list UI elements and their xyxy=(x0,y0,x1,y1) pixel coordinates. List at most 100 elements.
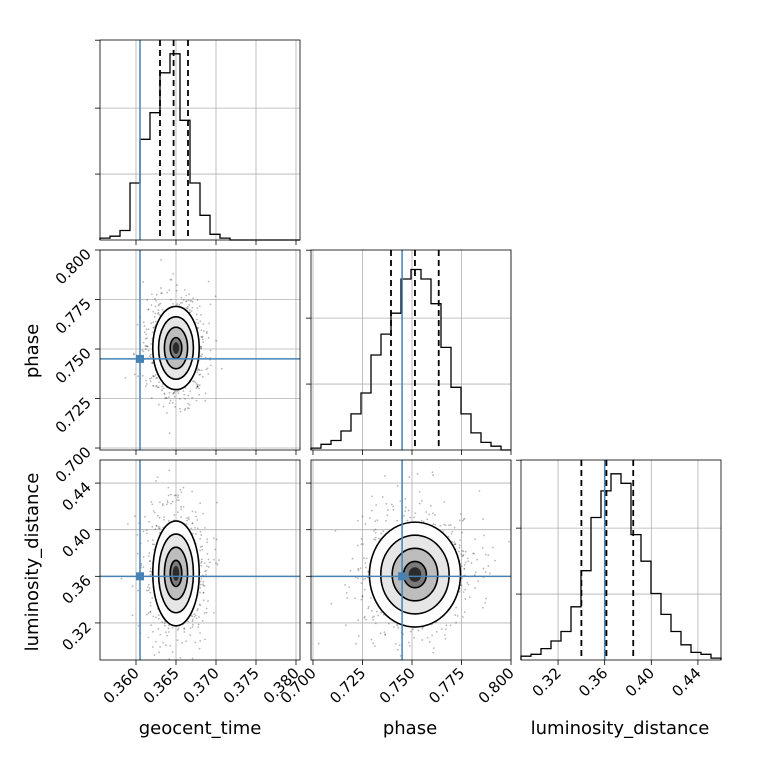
sample-point xyxy=(179,302,182,304)
sample-point xyxy=(148,560,151,562)
contour-line xyxy=(152,305,201,391)
sample-point xyxy=(157,525,160,528)
sample-point xyxy=(413,636,415,639)
sample-point xyxy=(170,278,173,281)
sample-point xyxy=(403,514,405,517)
sample-point xyxy=(140,562,143,565)
sample-point xyxy=(377,614,380,617)
sample-point xyxy=(467,583,470,586)
sample-point xyxy=(147,612,150,614)
sample-point xyxy=(142,321,145,324)
sample-point xyxy=(199,546,202,548)
sample-point xyxy=(182,486,185,489)
sample-point xyxy=(199,604,202,607)
sample-point xyxy=(152,331,154,334)
sample-point xyxy=(397,627,400,629)
sample-point xyxy=(148,587,151,590)
sample-point xyxy=(214,548,217,551)
sample-point xyxy=(363,616,366,619)
sample-point xyxy=(156,476,159,479)
sample-point xyxy=(396,519,399,522)
sample-point xyxy=(421,627,424,630)
sample-point xyxy=(196,307,199,309)
sample-point xyxy=(165,396,168,399)
sample-point xyxy=(216,563,219,566)
panel-frame xyxy=(99,249,301,451)
sample-point xyxy=(435,630,438,633)
sample-point xyxy=(199,640,202,642)
sample-point xyxy=(159,646,162,648)
x-tick-label: 0.750 xyxy=(376,664,419,707)
sample-point xyxy=(458,546,461,549)
sample-point xyxy=(204,638,206,641)
sample-point xyxy=(472,552,474,555)
sample-point xyxy=(196,385,199,388)
sample-point xyxy=(206,541,209,544)
sample-point xyxy=(181,641,184,644)
sample-point xyxy=(464,598,467,600)
sample-point xyxy=(199,502,202,505)
sample-point xyxy=(196,386,199,388)
sample-point xyxy=(197,322,200,325)
sample-point xyxy=(199,345,202,348)
sample-point xyxy=(457,550,460,553)
y-tick-label: 0.800 xyxy=(52,245,95,288)
sample-point xyxy=(154,528,157,531)
sample-point xyxy=(177,494,179,496)
sample-point xyxy=(196,609,199,612)
sample-point xyxy=(155,299,157,302)
sample-point xyxy=(432,474,434,476)
sample-point xyxy=(199,346,202,349)
sample-point xyxy=(158,403,160,406)
sample-point xyxy=(434,523,437,526)
sample-point xyxy=(444,524,447,527)
sample-point xyxy=(187,516,190,519)
sample-point xyxy=(155,524,158,527)
sample-point xyxy=(190,527,192,530)
sample-point xyxy=(142,350,145,353)
sample-point xyxy=(407,641,410,644)
sample-point xyxy=(366,576,369,579)
sample-point xyxy=(379,632,382,635)
sample-point xyxy=(482,518,484,520)
x-tick-label: 0.44 xyxy=(668,664,704,700)
sample-point xyxy=(149,604,152,607)
sample-point xyxy=(432,651,435,654)
sample-point xyxy=(199,373,202,376)
sample-point xyxy=(199,632,201,634)
sample-point xyxy=(374,622,377,625)
sample-point xyxy=(165,397,168,400)
sample-point xyxy=(202,341,205,344)
sample-point xyxy=(169,661,171,663)
sample-point xyxy=(172,393,174,395)
sample-point xyxy=(200,561,203,564)
sample-point xyxy=(370,509,373,512)
sample-point xyxy=(190,299,193,302)
sample-point xyxy=(179,407,181,410)
sample-point xyxy=(198,384,201,387)
sample-point xyxy=(213,558,215,561)
y-tick-label: 0.700 xyxy=(52,443,95,486)
sample-point xyxy=(161,385,164,388)
joint-panel-phase-vs-geocent-time: 0.700 0.725 0.750 0.775 0.800 xyxy=(52,245,301,486)
sample-point xyxy=(409,516,412,519)
sample-point xyxy=(370,609,373,612)
marginal-panel-luminosity-distance: 0.32 0.36 0.40 0.44 xyxy=(516,459,722,700)
sample-point xyxy=(161,503,164,505)
sample-point xyxy=(364,562,367,565)
sample-point xyxy=(161,504,164,507)
sample-point xyxy=(371,616,374,619)
sample-point xyxy=(371,495,373,498)
sample-point xyxy=(150,376,153,379)
sample-point xyxy=(163,392,166,395)
sample-point xyxy=(196,371,199,374)
sample-point xyxy=(192,618,194,621)
sample-point xyxy=(484,602,486,604)
sample-point xyxy=(420,519,423,522)
sample-point xyxy=(162,387,165,390)
sample-point xyxy=(429,504,432,507)
sample-point xyxy=(209,561,211,564)
sample-point xyxy=(145,589,148,592)
sample-point xyxy=(196,385,199,387)
sample-point xyxy=(453,526,456,529)
